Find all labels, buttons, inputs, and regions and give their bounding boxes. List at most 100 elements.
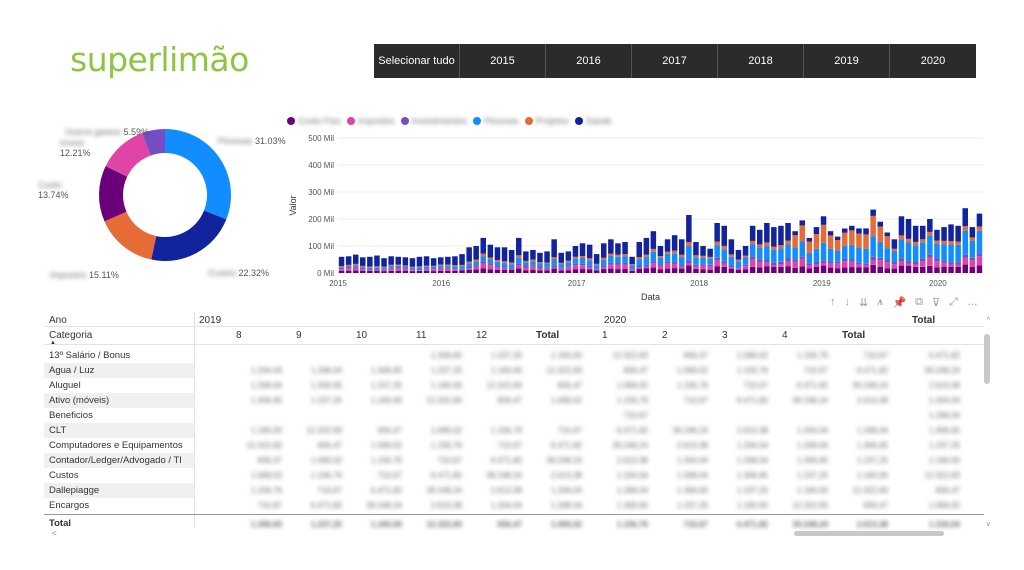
expand-all-icon[interactable]: ⇊ — [859, 297, 869, 309]
bar-segment[interactable] — [707, 264, 713, 266]
bar-segment[interactable] — [430, 268, 437, 270]
bar-segment[interactable] — [799, 220, 806, 226]
bar-segment[interactable] — [934, 243, 940, 259]
bar-segment[interactable] — [360, 268, 366, 270]
bar-segment[interactable] — [466, 269, 472, 273]
bar-segment[interactable] — [771, 265, 777, 267]
focus-mode-icon[interactable]: ⤢ — [949, 296, 958, 308]
bar-segment[interactable] — [558, 252, 565, 263]
bar-segment[interactable] — [466, 263, 472, 267]
bar-segment[interactable] — [863, 267, 869, 273]
bar-segment[interactable] — [501, 261, 508, 264]
bar-segment[interactable] — [579, 263, 586, 266]
bar-segment[interactable] — [700, 257, 706, 265]
bar-segment[interactable] — [806, 268, 813, 273]
bar-segment[interactable] — [530, 259, 536, 262]
bar-segment[interactable] — [508, 267, 515, 269]
bar-segment[interactable] — [622, 269, 628, 273]
bar-segment[interactable] — [523, 266, 529, 268]
bar-segment[interactable] — [572, 256, 579, 259]
bar-segment[interactable] — [551, 259, 557, 266]
bar-segment[interactable] — [395, 264, 402, 266]
bar-segment[interactable] — [572, 258, 579, 264]
bar-segment[interactable] — [870, 236, 876, 257]
bar-segment[interactable] — [976, 253, 983, 257]
bar-segment[interactable] — [629, 270, 635, 273]
bar-segment[interactable] — [749, 259, 756, 267]
bar-segment[interactable] — [601, 269, 607, 273]
slicer-2020-button[interactable]: 2020 — [890, 44, 976, 78]
bar-segment[interactable] — [764, 262, 770, 267]
bar-segment[interactable] — [976, 226, 983, 231]
bar-segment[interactable] — [735, 250, 742, 260]
bar-segment[interactable] — [969, 240, 976, 258]
bar-segment[interactable] — [636, 257, 643, 260]
bar-segment[interactable] — [934, 240, 940, 244]
bar-segment[interactable] — [842, 267, 848, 273]
bar-segment[interactable] — [693, 257, 699, 265]
col-year-2019[interactable]: 2019 — [199, 315, 222, 326]
bar-segment[interactable] — [338, 268, 345, 270]
bar-segment[interactable] — [409, 258, 416, 267]
slicer-2019-button[interactable]: 2019 — [804, 44, 890, 78]
bar-segment[interactable] — [735, 261, 742, 268]
bar-segment[interactable] — [771, 246, 777, 250]
filter-icon[interactable]: ⊽ — [932, 297, 941, 309]
bar-segment[interactable] — [912, 261, 919, 264]
bar-segment[interactable] — [501, 269, 508, 273]
bar-segment[interactable] — [402, 257, 409, 266]
bar-segment[interactable] — [445, 264, 451, 266]
bar-segment[interactable] — [778, 225, 784, 246]
bar-segment[interactable] — [849, 245, 855, 260]
bar-segment[interactable] — [877, 221, 884, 227]
bar-segment[interactable] — [714, 241, 720, 246]
bar-segment[interactable] — [480, 268, 487, 273]
bar-segment[interactable] — [657, 269, 664, 274]
bar-segment[interactable] — [671, 264, 678, 269]
bar-segment[interactable] — [969, 260, 976, 268]
more-options-icon[interactable]: … — [966, 296, 978, 308]
bar-segment[interactable] — [707, 266, 713, 270]
bar-segment[interactable] — [700, 265, 706, 270]
bar-segment[interactable] — [771, 262, 777, 266]
bar-segment[interactable] — [764, 223, 770, 243]
bar-segment[interactable] — [891, 239, 898, 249]
bar-segment[interactable] — [345, 267, 352, 269]
bar-segment[interactable] — [636, 259, 643, 266]
bar-segment[interactable] — [586, 258, 593, 261]
bar-segment[interactable] — [445, 256, 451, 265]
bar-segment[interactable] — [381, 269, 387, 270]
bar-segment[interactable] — [948, 224, 954, 241]
bar-segment[interactable] — [863, 228, 869, 235]
bar-segment[interactable] — [586, 269, 593, 273]
bar-segment[interactable] — [813, 267, 820, 273]
bar-segment[interactable] — [452, 270, 458, 273]
bar-segment[interactable] — [799, 258, 806, 267]
bar-segment[interactable] — [757, 259, 763, 262]
column-header[interactable]: Total — [536, 330, 560, 341]
bar-segment[interactable] — [593, 268, 600, 270]
bar-segment[interactable] — [764, 242, 770, 247]
bar-segment[interactable] — [912, 266, 919, 273]
bar-segment[interactable] — [771, 249, 777, 263]
category-row-label[interactable]: Beneficios — [49, 410, 93, 421]
bar-segment[interactable] — [976, 230, 983, 254]
bar-segment[interactable] — [735, 267, 742, 269]
bar-segment[interactable] — [728, 267, 735, 269]
drill-up-icon[interactable]: ↑ — [830, 296, 836, 308]
horizontal-scrollbar[interactable] — [794, 531, 944, 536]
bar-segment[interactable] — [863, 263, 869, 266]
bar-segment[interactable] — [905, 261, 912, 264]
bar-segment[interactable] — [480, 256, 487, 262]
bar-segment[interactable] — [671, 268, 678, 273]
bar-segment[interactable] — [565, 262, 572, 267]
bar-segment[interactable] — [544, 270, 550, 273]
legend-item[interactable]: Pessoas — [473, 116, 519, 126]
bar-segment[interactable] — [941, 260, 947, 263]
column-header[interactable]: 2 — [662, 330, 668, 341]
bar-segment[interactable] — [757, 229, 763, 245]
bar-segment[interactable] — [785, 258, 791, 262]
bar-segment[interactable] — [934, 261, 940, 268]
bar-segment[interactable] — [686, 265, 692, 274]
bar-segment[interactable] — [452, 268, 458, 270]
